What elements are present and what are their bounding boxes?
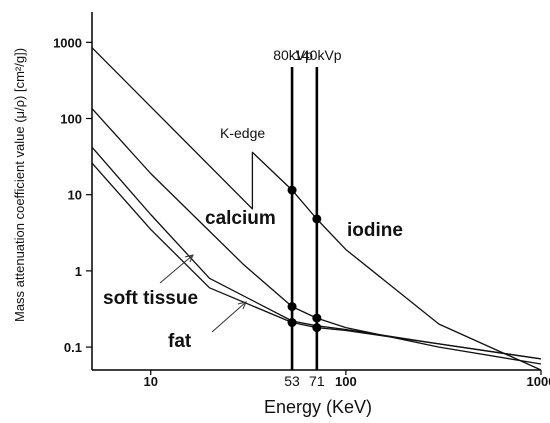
- calcium-curve: [91, 108, 542, 365]
- soft-tissue-label: soft tissue: [103, 288, 198, 309]
- x-tick-label: 10: [144, 374, 158, 389]
- fat-curve: [91, 162, 542, 360]
- iodine-label: iodine: [347, 220, 403, 241]
- data-point: [287, 185, 297, 195]
- y-tick-label: 1: [75, 264, 82, 279]
- kedge-label: K-edge: [220, 125, 265, 141]
- data-point: [312, 214, 322, 224]
- energy-tick-label: 53: [284, 373, 300, 389]
- y-axis-title: Mass attenuation coefficient value (μ/ρ)…: [12, 48, 27, 322]
- energy-markers: 80kVp 53 140kVp 71: [273, 47, 342, 389]
- y-tick-label: 1000: [53, 35, 82, 50]
- y-tick-label: 10: [68, 188, 82, 203]
- x-axis-title: Energy (KeV): [264, 397, 372, 417]
- x-tick-label: 1000: [527, 374, 550, 389]
- fat-label: fat: [168, 331, 192, 352]
- y-tick-label: 0.1: [64, 340, 82, 355]
- calcium-label: calcium: [205, 208, 276, 229]
- soft-tissue-arrow: [159, 254, 194, 284]
- fat-arrow: [211, 301, 247, 333]
- curves: [91, 47, 542, 371]
- energy-tick-label: 71: [309, 373, 325, 389]
- axes: 0.1 1 10 100 1000 10 100 1000: [53, 12, 550, 389]
- data-point: [287, 318, 297, 328]
- data-point: [312, 313, 322, 323]
- data-point: [312, 323, 322, 333]
- iodine-curve: [91, 47, 542, 371]
- y-tick-label: 100: [60, 112, 82, 127]
- x-tick-label: 100: [335, 374, 357, 389]
- kvp-label: 80kVp: [273, 47, 313, 63]
- data-point: [287, 302, 297, 312]
- data-points: [287, 185, 322, 333]
- kvp-label: 140kVp: [294, 47, 342, 63]
